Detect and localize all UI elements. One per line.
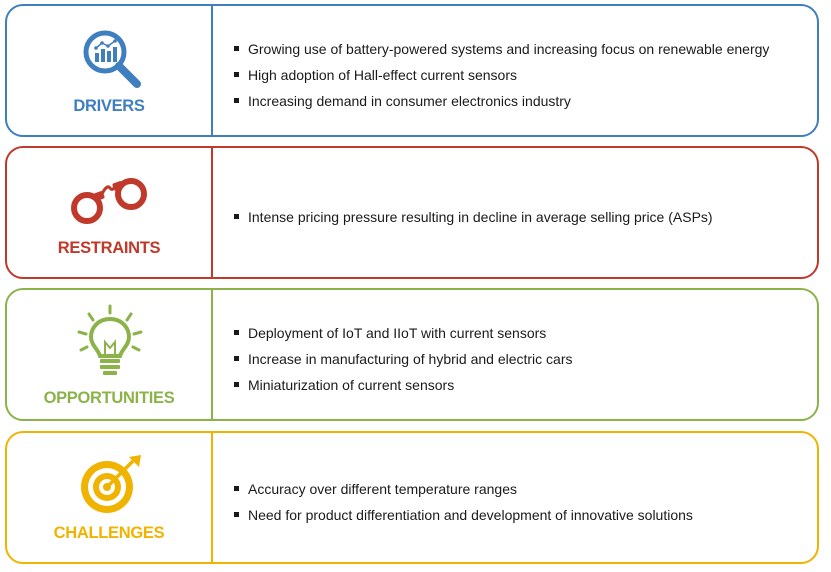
drivers-title: DRIVERS xyxy=(73,97,145,115)
drivers-panel: DRIVERS Growing use of battery-powered s… xyxy=(5,4,819,137)
challenges-divider xyxy=(211,433,213,562)
opportunities-panel: OPPORTUNITIES Deployment of IoT and IIoT… xyxy=(5,288,819,421)
list-item: Need for product differentiation and dev… xyxy=(233,504,807,530)
restraints-panel: RESTRAINTS Intense pricing pressure resu… xyxy=(5,146,819,279)
restraints-divider xyxy=(211,148,213,277)
list-item: Intense pricing pressure resulting in de… xyxy=(233,206,807,232)
magnifier-chart-icon xyxy=(83,30,141,88)
challenges-title: CHALLENGES xyxy=(53,524,165,542)
opportunities-list: Deployment of IoT and IIoT with current … xyxy=(233,322,807,400)
challenges-panel: CHALLENGES Accuracy over different tempe… xyxy=(5,431,819,564)
list-item: Growing use of battery-powered systems a… xyxy=(233,38,807,64)
challenges-header: CHALLENGES xyxy=(7,433,211,562)
handcuffs-icon xyxy=(71,178,147,224)
drivers-header: DRIVERS xyxy=(7,6,211,135)
opportunities-divider xyxy=(211,290,213,419)
restraints-title: RESTRAINTS xyxy=(57,239,161,257)
list-item: Deployment of IoT and IIoT with current … xyxy=(233,322,807,348)
restraints-header: RESTRAINTS xyxy=(7,148,211,277)
drivers-divider xyxy=(211,6,213,135)
opportunities-header: OPPORTUNITIES xyxy=(7,290,211,419)
list-item: Increase in manufacturing of hybrid and … xyxy=(233,348,807,374)
list-item: Miniaturization of current sensors xyxy=(233,374,807,400)
list-item: High adoption of Hall-effect current sen… xyxy=(233,64,807,90)
target-arrow-icon xyxy=(81,455,141,513)
drivers-list: Growing use of battery-powered systems a… xyxy=(233,38,807,116)
list-item: Accuracy over different temperature rang… xyxy=(233,478,807,504)
opportunities-title: OPPORTUNITIES xyxy=(43,389,175,407)
lightbulb-icon xyxy=(77,304,143,375)
challenges-list: Accuracy over different temperature rang… xyxy=(233,478,807,530)
list-item: Increasing demand in consumer electronic… xyxy=(233,90,807,116)
restraints-list: Intense pricing pressure resulting in de… xyxy=(233,206,807,232)
